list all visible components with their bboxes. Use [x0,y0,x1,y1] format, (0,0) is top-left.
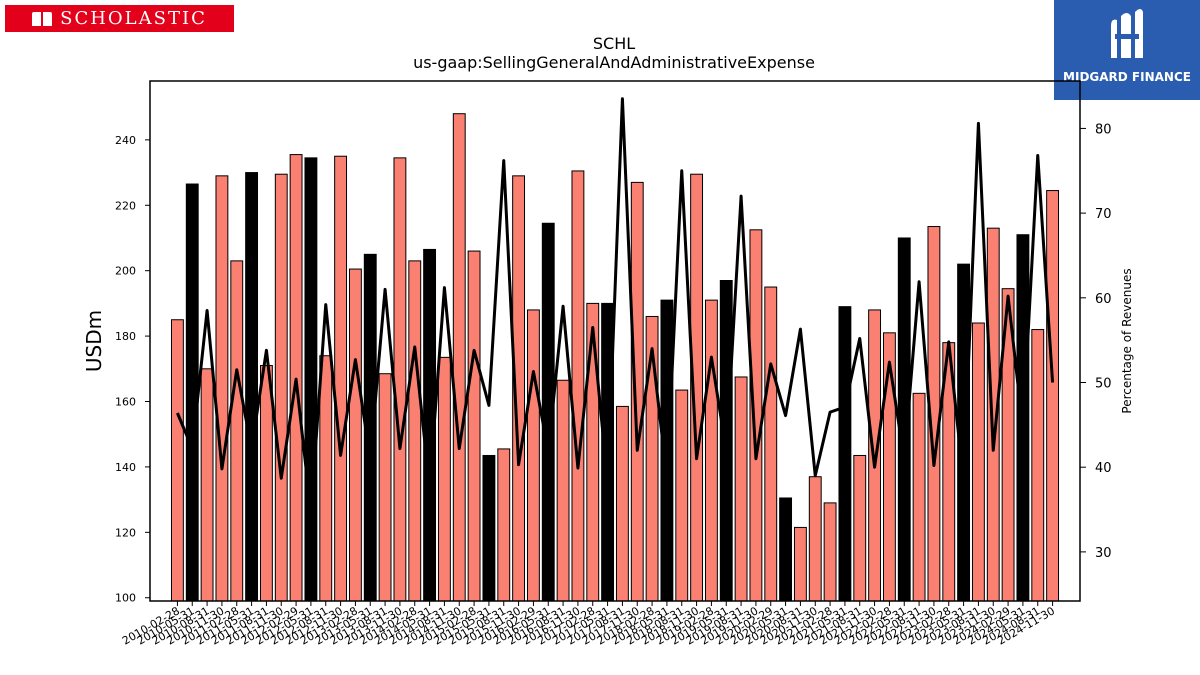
bar [230,260,244,602]
y-tick-label: 160 [115,396,136,409]
chart-title: SCHL [593,34,635,53]
bar [319,355,333,602]
book-icon [32,11,53,26]
bar [437,356,451,602]
y-tick-label: 120 [115,526,136,539]
bar [586,302,600,602]
chart-subtitle: us-gaap:SellingGeneralAndAdministrativeE… [413,53,815,72]
y-tick-label: 140 [115,461,136,474]
bar [348,268,362,602]
bar [304,157,318,602]
bar [793,526,807,602]
scholastic-logo: SCHOLASTIC [5,5,234,32]
bar [274,173,288,602]
bar [912,392,926,602]
y2-tick-label: 50 [1095,376,1112,391]
y-tick-label: 100 [115,592,136,605]
midgard-finance-logo: MIDGARD FINANCE [1054,0,1200,100]
bar [482,454,496,602]
bar [452,113,466,602]
bar [467,250,481,602]
bar [185,183,199,602]
axes-layer: 1001201401601802002202403040506070802010… [115,80,1112,648]
y-tick-label: 240 [115,134,136,147]
bar [808,476,822,602]
bar [556,379,570,602]
bar [779,497,793,602]
bar [1031,329,1045,602]
y-tick-label: 220 [115,199,136,212]
bar [200,368,214,602]
bar [630,181,644,602]
bar [675,389,689,602]
bar [393,157,407,602]
y-tick-label: 180 [115,330,136,343]
bar [259,365,273,602]
bar [838,306,852,602]
bar [615,405,629,602]
bar [245,172,259,602]
bar [749,229,763,602]
y2-tick-label: 70 [1095,207,1112,222]
bar [408,260,422,602]
bar [1046,190,1060,602]
bar [378,373,392,602]
bar [215,175,229,602]
bar [734,376,748,602]
y-tick-label: 200 [115,265,136,278]
scholastic-logo-text: SCHOLASTIC [60,8,207,29]
bar [571,170,585,602]
bar [526,309,540,602]
y-axis-label: USDm [82,310,106,372]
bar [971,322,985,602]
bar [704,299,718,602]
bar [497,448,511,602]
bar [170,319,184,602]
bar [764,286,778,602]
line-layer [176,97,1055,514]
y2-axis-label: Percentage of Revenues [1120,268,1134,413]
y2-tick-label: 40 [1095,461,1112,476]
bar [823,502,837,602]
midgard-logo-text: MIDGARD FINANCE [1063,70,1191,84]
bar [334,155,348,602]
y2-tick-label: 80 [1095,122,1112,137]
midgard-logo-mark-icon [1111,9,1143,59]
bar [882,332,896,602]
y2-tick-label: 30 [1095,546,1112,561]
bar [853,454,867,602]
y2-tick-label: 60 [1095,292,1112,307]
plot-frame [149,80,1081,602]
percentage-line [176,97,1055,514]
